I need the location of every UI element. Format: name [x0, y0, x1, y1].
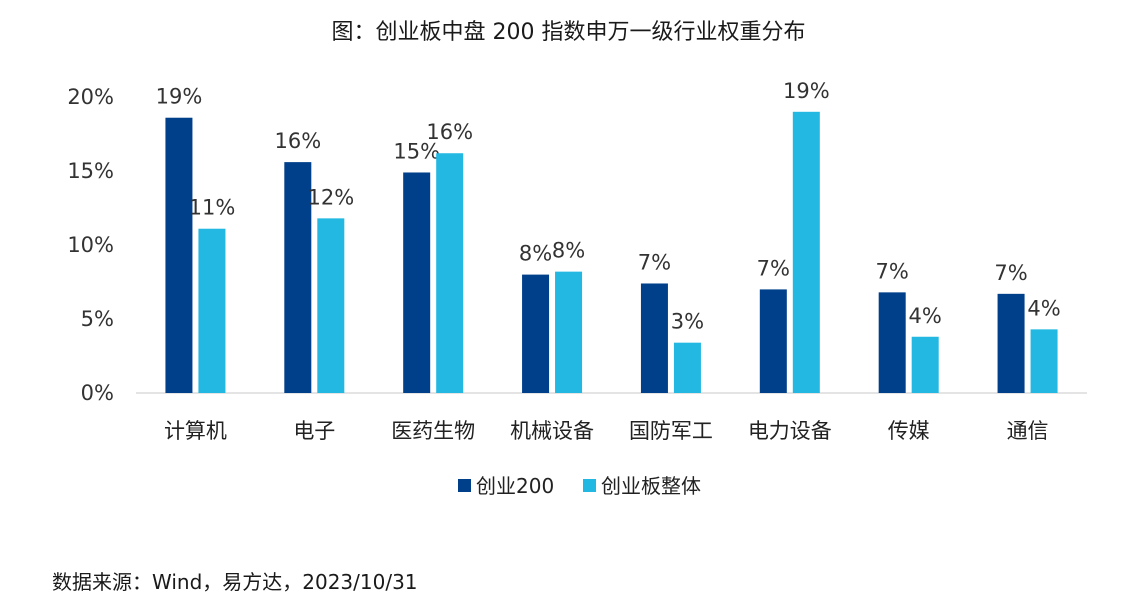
- legend-swatch: [583, 479, 596, 492]
- source-note: 数据来源：Wind，易方达，2023/10/31: [52, 570, 418, 594]
- legend-swatch: [458, 479, 471, 492]
- bar-series-2: [792, 111, 820, 394]
- legend-label: 创业200: [476, 474, 554, 498]
- x-category-label: 机械设备: [510, 419, 594, 443]
- data-label: 4%: [909, 304, 942, 328]
- bar-series-1: [403, 172, 431, 393]
- data-label: 19%: [783, 79, 830, 103]
- y-tick-label: 0%: [81, 381, 114, 405]
- bar-series-1: [522, 274, 550, 393]
- bar-series-2: [1030, 329, 1058, 393]
- data-label: 7%: [994, 261, 1027, 285]
- x-category-label: 电力设备: [748, 419, 832, 443]
- bar-series-1: [165, 117, 193, 393]
- data-label: 4%: [1027, 296, 1060, 320]
- bar-series-2: [673, 342, 701, 393]
- bar-series-1: [640, 283, 668, 393]
- data-label: 16%: [274, 129, 321, 153]
- chart-title: 图：创业板中盘 200 指数申万一级行业权重分布: [331, 20, 806, 45]
- x-category-label: 国防军工: [629, 419, 713, 443]
- x-category-label: 医药生物: [391, 419, 475, 443]
- bar-series-2: [436, 153, 464, 393]
- bar-series-2: [198, 228, 226, 393]
- bar-series-1: [878, 292, 906, 393]
- x-category-label: 计算机: [164, 419, 227, 443]
- bar-series-1: [997, 293, 1025, 393]
- bar-series-2: [911, 336, 939, 393]
- bars-group: 19%16% 15%8% 7% 7% 7% 7%11% 12%16%8%3%19%4% 4%: [156, 79, 1061, 394]
- data-label: 3%: [671, 310, 704, 334]
- data-label: 8%: [519, 242, 552, 266]
- x-category-label: 传媒: [888, 419, 930, 443]
- y-tick-label: 15%: [67, 159, 114, 183]
- data-label: 12%: [307, 185, 354, 209]
- bar-series-1: [284, 162, 312, 393]
- data-label: 19%: [156, 85, 203, 109]
- data-label: 7%: [638, 250, 671, 274]
- data-label: 7%: [876, 259, 909, 283]
- x-category-label: 通信: [1007, 419, 1049, 443]
- legend-label: 创业板整体: [601, 474, 701, 498]
- data-label: 15%: [393, 139, 440, 163]
- y-tick-label: 10%: [67, 233, 114, 257]
- y-tick-label: 20%: [67, 85, 114, 109]
- x-axis: 计算机 电子 医药生物 机械设备 国防军工 电力设备 传媒 通信: [136, 392, 1087, 443]
- bar-series-1: [759, 289, 787, 393]
- x-category-label: 电子: [293, 419, 335, 443]
- data-label: 7%: [757, 256, 790, 280]
- legend: 创业200 创业板整体: [458, 474, 701, 498]
- y-axis: 0% 5% 10% 15% 20%: [67, 85, 114, 405]
- data-label: 8%: [552, 239, 585, 263]
- bar-series-2: [317, 218, 345, 393]
- y-tick-label: 5%: [81, 307, 114, 331]
- bar-series-2: [555, 271, 583, 393]
- data-label: 11%: [189, 196, 236, 220]
- data-label: 16%: [426, 120, 473, 144]
